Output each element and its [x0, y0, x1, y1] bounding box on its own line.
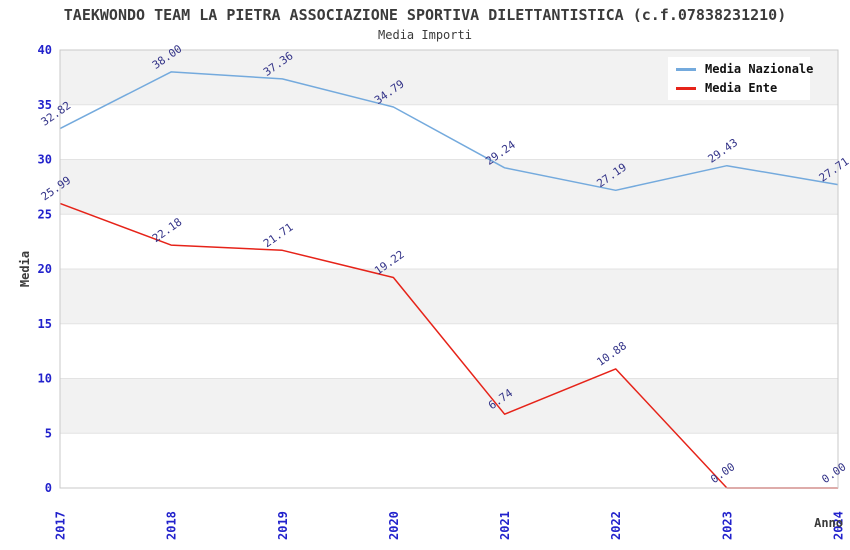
- value-label-1: 0.00: [819, 460, 848, 486]
- y-tick-label: 15: [38, 317, 52, 331]
- legend: Media Nazionale Media Ente: [668, 57, 814, 100]
- series-line-1: [59, 202, 838, 489]
- plot-border: [59, 49, 839, 489]
- x-tick-label: 2017: [54, 511, 68, 540]
- grid-band: [60, 269, 838, 324]
- x-tick-label: 2018: [165, 511, 179, 540]
- y-tick-label: 10: [38, 372, 52, 386]
- legend-swatch-icon: [676, 86, 696, 90]
- x-tick-label: 2023: [720, 511, 734, 540]
- legend-label: Media Nazionale: [705, 62, 814, 76]
- y-axis-label: Media: [18, 251, 32, 287]
- y-tick-label: 30: [38, 153, 52, 167]
- y-tick-label: 5: [45, 426, 52, 440]
- legend-item-1: Media Ente: [676, 81, 810, 95]
- y-tick-label: 0: [45, 481, 52, 495]
- x-tick-label: 2024: [832, 511, 846, 540]
- series-line-0: [59, 71, 839, 192]
- y-tick-label: 20: [38, 262, 52, 276]
- grid-band: [60, 159, 838, 215]
- y-tick-label: 25: [38, 207, 52, 221]
- legend-swatch-icon: [676, 67, 696, 71]
- x-tick-label: 2019: [276, 511, 290, 540]
- value-label-1: 10.88: [594, 339, 629, 369]
- value-label-1: 22.18: [150, 215, 185, 245]
- chart-subtitle: Media Importi: [378, 28, 472, 42]
- value-label-1: 0.00: [708, 460, 737, 486]
- y-tick-label: 40: [38, 43, 52, 57]
- legend-label: Media Ente: [705, 81, 778, 95]
- chart-title: TAEKWONDO TEAM LA PIETRA ASSOCIAZIONE SP…: [63, 6, 787, 24]
- value-label-1: 21.71: [261, 221, 296, 251]
- x-tick-label: 2022: [609, 511, 623, 540]
- y-tick-label: 35: [38, 98, 52, 112]
- x-tick-label: 2020: [387, 511, 401, 540]
- x-axis-label: Anno: [814, 516, 843, 530]
- grid-band: [60, 378, 838, 434]
- legend-item-0: Media Nazionale: [676, 62, 814, 76]
- x-tick-label: 2021: [498, 511, 512, 540]
